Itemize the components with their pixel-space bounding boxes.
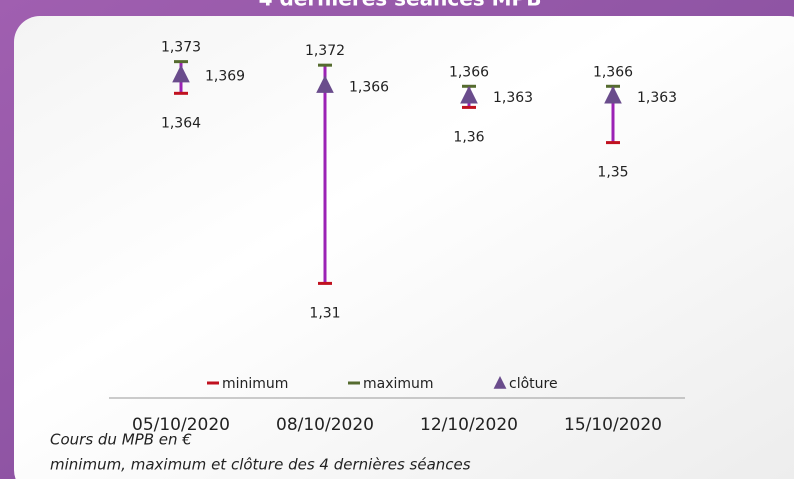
data-label: 1,369	[205, 69, 245, 85]
x-tick-label: 15/10/2020	[564, 415, 662, 435]
data-label: 1,363	[637, 90, 677, 106]
panel	[14, 16, 794, 479]
legend-label: minimum	[222, 376, 288, 392]
data-label: 1,31	[309, 305, 340, 321]
chart-title: 4 dernières séances MPB	[259, 0, 542, 11]
data-label: 1,373	[161, 40, 201, 56]
legend-label: clôture	[509, 376, 558, 392]
close-mark	[460, 85, 478, 104]
note: minimum, maximum et clôture des 4 derniè…	[50, 456, 471, 474]
x-tick-label: 12/10/2020	[420, 415, 518, 435]
data-label: 1,372	[305, 43, 345, 59]
data-label: 1,366	[593, 64, 633, 80]
close-mark	[604, 85, 622, 104]
legend-swatch	[493, 376, 507, 389]
x-tick-label: 05/10/2020	[132, 415, 230, 435]
data-label: 1,36	[453, 129, 484, 145]
data-label: 1,366	[349, 79, 389, 95]
close-mark	[316, 75, 334, 93]
note: Cours du MPB en €	[50, 431, 192, 449]
data-label: 1,363	[493, 90, 533, 106]
close-mark	[172, 64, 190, 83]
legend-label: maximum	[363, 376, 434, 392]
data-label: 1,35	[597, 165, 628, 181]
x-tick-label: 08/10/2020	[276, 415, 374, 435]
data-label: 1,364	[161, 115, 201, 131]
data-label: 1,366	[449, 64, 489, 80]
